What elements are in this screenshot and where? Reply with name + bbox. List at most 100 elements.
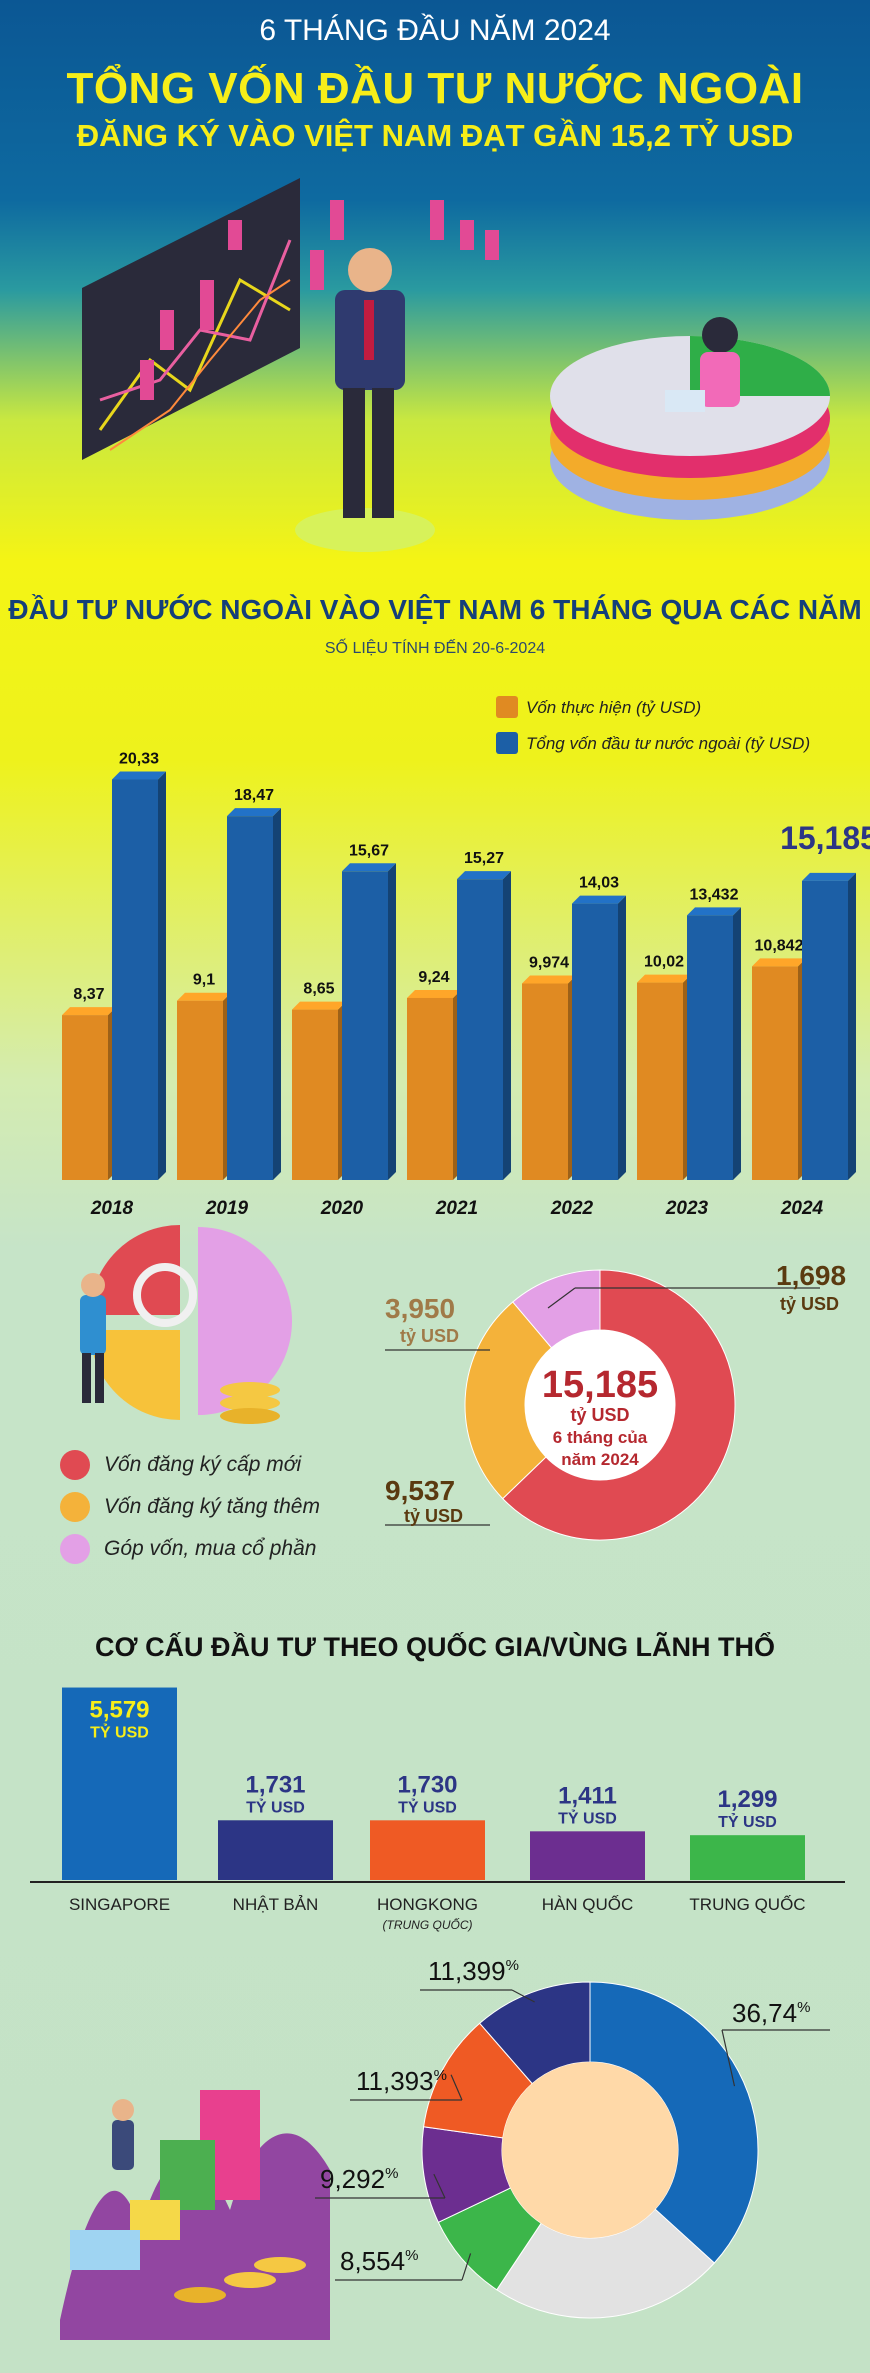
country-unit-2: TỶ USD bbox=[398, 1797, 457, 1816]
bar-side-2019-1 bbox=[273, 808, 281, 1180]
bar-top-2019-0 bbox=[177, 992, 231, 1001]
donut2-label-3: 9,292% bbox=[320, 2164, 398, 2194]
country-label-1: NHẬT BẢN bbox=[232, 1895, 319, 1914]
bar-2024-implemented bbox=[752, 966, 798, 1180]
bar-label-2018-0: 8,37 bbox=[73, 986, 104, 1003]
donut2-pointer-2 bbox=[461, 2253, 472, 2281]
donut1-center-unit: tỷ USD bbox=[570, 1405, 629, 1425]
bar-label-2019-1: 18,47 bbox=[234, 787, 274, 804]
x-tick-2018: 2018 bbox=[90, 1198, 134, 1219]
bar-side-2021-1 bbox=[503, 871, 511, 1180]
country-unit-3: TỶ USD bbox=[558, 1808, 617, 1827]
donut-chart-countries: 36,74% 8,554% 9,292% 11,393% 11,399% bbox=[315, 1956, 830, 2319]
donut2-pointer-5 bbox=[511, 1989, 535, 2003]
bar-label-2018-1: 20,33 bbox=[119, 750, 159, 767]
bar-2018-total bbox=[112, 779, 158, 1180]
bar-2023-total bbox=[687, 915, 733, 1180]
donut1-center-line2: năm 2024 bbox=[561, 1450, 639, 1469]
donut-legend-dot-increase bbox=[60, 1492, 90, 1522]
bar-chart-yearly: 8,37 20,33 2018 9,1 18,47 2019 8,65 15,67 2020 9,… bbox=[62, 750, 870, 1219]
bar-label-2023-1: 13,432 bbox=[690, 886, 739, 903]
bar-label-2022-0: 9,974 bbox=[529, 955, 569, 972]
bar-2021-implemented bbox=[407, 997, 453, 1180]
section1-title: ĐẦU TƯ NƯỚC NGOÀI VÀO VIỆT NAM 6 THÁNG Q… bbox=[8, 594, 862, 625]
country-bar-2 bbox=[370, 1820, 485, 1880]
donut1-value-0: 9,537 bbox=[385, 1475, 455, 1506]
country-label-4: TRUNG QUỐC bbox=[689, 1895, 806, 1914]
bar-label-2021-1: 15,27 bbox=[464, 850, 504, 867]
bar-2021-total bbox=[457, 879, 503, 1180]
bar-side-2020-1 bbox=[388, 863, 396, 1180]
donut2-label-4: 11,393% bbox=[356, 2066, 447, 2096]
country-bar-1 bbox=[218, 1820, 333, 1880]
country-unit-0: TỶ USD bbox=[90, 1723, 149, 1742]
donut-legend-new: Vốn đăng ký cấp mới bbox=[104, 1453, 302, 1476]
donut-legend-dot-shares bbox=[60, 1534, 90, 1564]
bar-top-2022-1 bbox=[572, 895, 626, 904]
donut2-pct-5: % bbox=[506, 1957, 519, 1974]
x-tick-2023: 2023 bbox=[665, 1198, 709, 1219]
bar-side-2024-1 bbox=[848, 872, 856, 1180]
blocks-man-illustration bbox=[60, 2090, 330, 2340]
donut1-center-value: 15,185 bbox=[542, 1364, 658, 1406]
x-tick-2021: 2021 bbox=[435, 1198, 478, 1219]
donut-legend-increase: Vốn đăng ký tăng thêm bbox=[104, 1495, 320, 1518]
legend-swatch-blue bbox=[496, 732, 518, 754]
bar-top-2024-0 bbox=[752, 958, 806, 967]
country-value-0: 5,579 bbox=[89, 1697, 149, 1724]
country-label-3: HÀN QUỐC bbox=[541, 1895, 634, 1914]
bar-top-2019-1 bbox=[227, 808, 281, 817]
businessman-illustration bbox=[295, 248, 435, 552]
bar-2019-implemented bbox=[177, 1000, 223, 1180]
donut2-label-5: 11,399% bbox=[428, 1956, 519, 1986]
section3-title: CƠ CẤU ĐẦU TƯ THEO QUỐC GIA/VÙNG LÃNH TH… bbox=[95, 1632, 775, 1662]
bar-2018-implemented bbox=[62, 1015, 108, 1180]
bar-2024-total bbox=[802, 880, 848, 1180]
donut2-pointer-4 bbox=[450, 2074, 463, 2101]
x-tick-2022: 2022 bbox=[550, 1198, 594, 1219]
bar-side-2022-1 bbox=[618, 895, 626, 1180]
donut2-pct-4: % bbox=[434, 2067, 447, 2084]
bar-2020-implemented bbox=[292, 1009, 338, 1180]
bar-2019-total bbox=[227, 816, 273, 1180]
bar-side-2018-1 bbox=[158, 771, 166, 1180]
country-bar-3 bbox=[530, 1831, 645, 1880]
bar-label-2019-0: 9,1 bbox=[193, 972, 215, 989]
hero-illustration bbox=[82, 178, 830, 552]
country-value-2: 1,730 bbox=[397, 1771, 457, 1798]
bar-label-2020-1: 15,67 bbox=[349, 842, 389, 859]
country-note-2: (TRUNG QUỐC) bbox=[382, 1918, 473, 1932]
donut-legend-dot-new bbox=[60, 1450, 90, 1480]
country-bar-4 bbox=[690, 1835, 805, 1880]
legend-label-blue: Tổng vốn đầu tư nước ngoài (tỷ USD) bbox=[526, 734, 811, 753]
country-unit-4: TỶ USD bbox=[718, 1812, 777, 1831]
donut1-leader-tail bbox=[547, 1287, 576, 1309]
donut2-pct-2: % bbox=[405, 2247, 418, 2264]
bar-2022-total bbox=[572, 903, 618, 1180]
bar-2023-implemented bbox=[637, 982, 683, 1180]
x-tick-2024: 2024 bbox=[780, 1198, 824, 1219]
bar-top-2023-0 bbox=[637, 974, 691, 983]
bar-2020-total bbox=[342, 871, 388, 1180]
bar-label-2024-1: 15,185 bbox=[780, 820, 870, 856]
pie-woman-illustration bbox=[550, 317, 830, 520]
bar-side-2023-1 bbox=[733, 907, 741, 1180]
country-label-0: SINGAPORE bbox=[68, 1895, 171, 1914]
bar-label-2024-0: 10,842 bbox=[755, 937, 804, 954]
main-title-line2: ĐĂNG KÝ VÀO VIỆT NAM ĐẠT GẦN 15,2 TỶ USD bbox=[76, 118, 794, 153]
x-tick-2019: 2019 bbox=[205, 1198, 249, 1219]
donut1-slice-2 bbox=[512, 1269, 601, 1349]
bar-top-2021-0 bbox=[407, 989, 461, 998]
donut2-center bbox=[502, 2062, 678, 2238]
donut2-pct-0: % bbox=[797, 1999, 810, 2016]
donut1-unit-1: tỷ USD bbox=[400, 1326, 459, 1346]
country-value-4: 1,299 bbox=[717, 1786, 777, 1813]
donut2-pointer-3 bbox=[433, 2173, 446, 2199]
top-subtitle: 6 THÁNG ĐẦU NĂM 2024 bbox=[259, 14, 611, 47]
donut1-center bbox=[525, 1330, 675, 1480]
bar-top-2021-1 bbox=[457, 871, 511, 880]
country-value-1: 1,731 bbox=[245, 1771, 305, 1798]
